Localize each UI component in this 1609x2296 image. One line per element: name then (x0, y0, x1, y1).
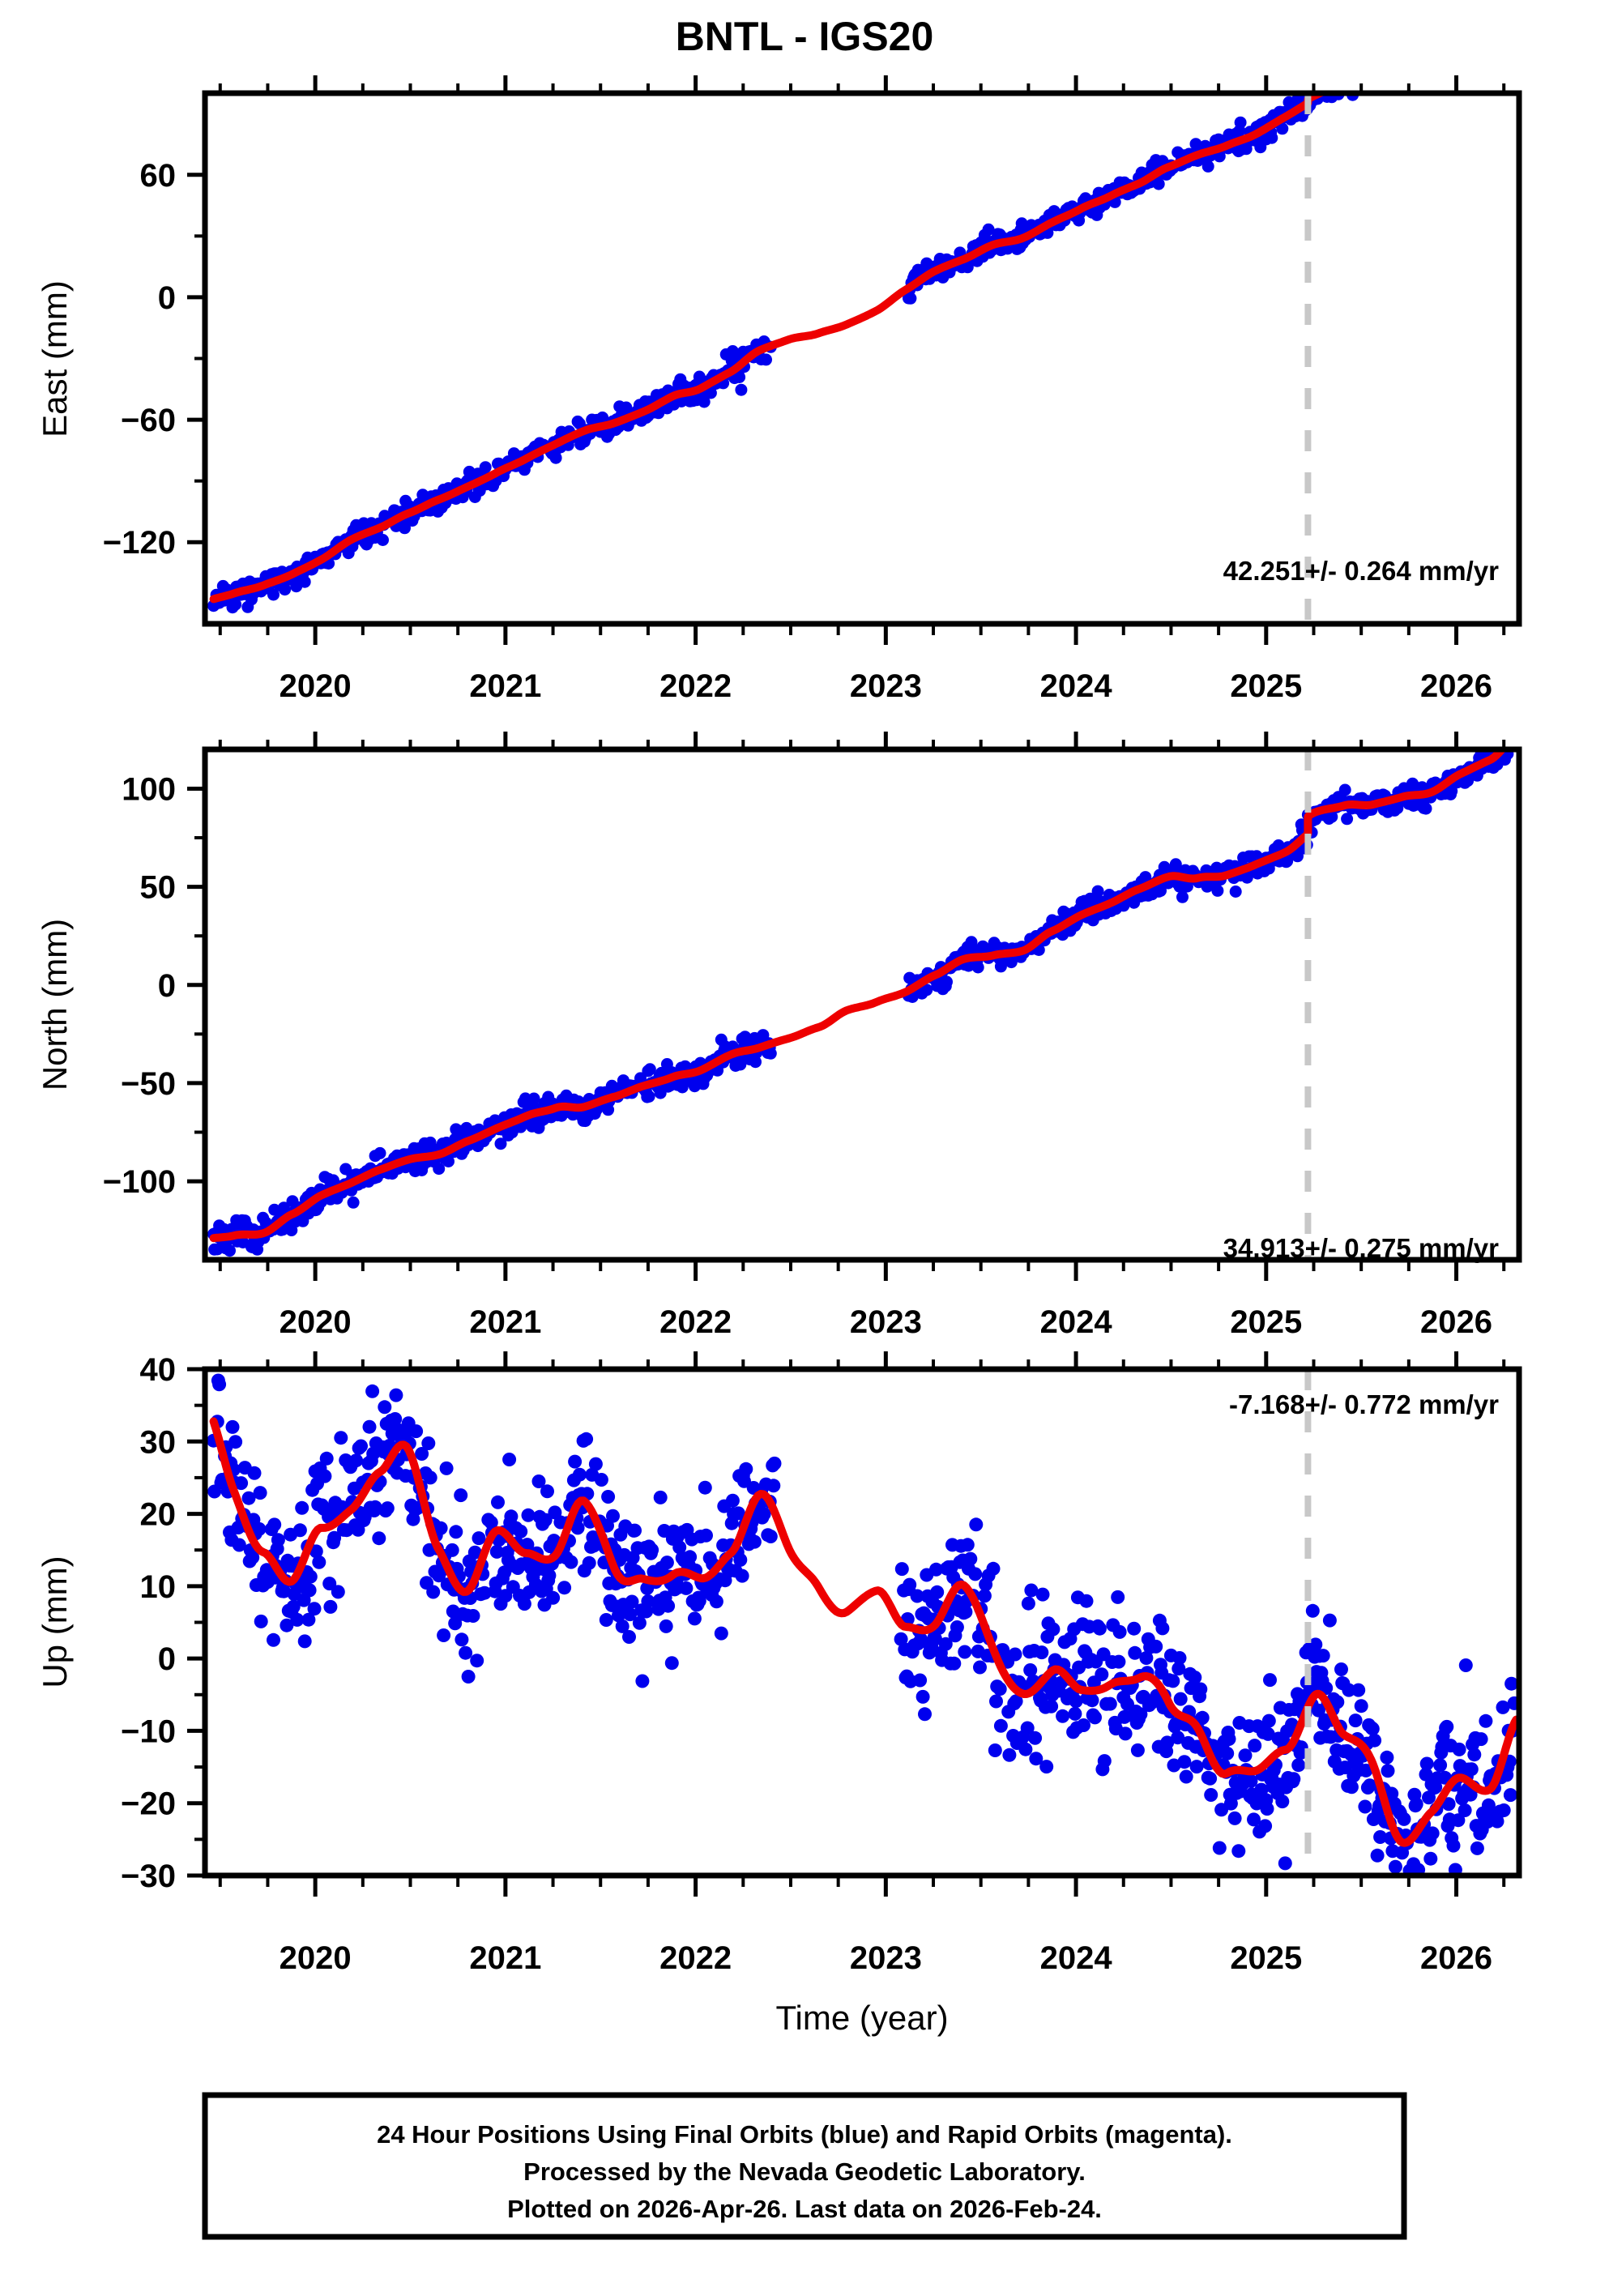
x-tick-label-up: 2020 (280, 1940, 352, 1976)
y-tick-label-up: 0 (158, 1641, 176, 1677)
x-axis-ticks-up: 2020 2021 2022 2023 2024 2025 2026 (218, 1351, 1506, 1976)
x-tick-label-up: 2026 (1420, 1940, 1492, 1976)
x-tick-label-east: 2023 (850, 668, 922, 704)
x-tick-label-up: 2024 (1040, 1940, 1113, 1976)
x-tick-label-east: 2025 (1230, 668, 1302, 704)
plot-area-north (207, 749, 1514, 1260)
x-tick-label-north: 2025 (1230, 1304, 1302, 1340)
y-tick-label-east: 60 (140, 158, 177, 194)
x-tick-label-north: 2026 (1420, 1304, 1492, 1340)
y-axis-title-north: North (mm) (36, 919, 74, 1090)
y-tick-label-up: −30 (121, 1859, 176, 1894)
x-tick-label-up: 2022 (659, 1940, 732, 1976)
axes-frame-north (202, 746, 1522, 1263)
y-axis-ticks-up: 40 30 20 10 0 −10 −20 −30 (121, 1352, 205, 1894)
caption-box: 24 Hour Positions Using Final Orbits (bl… (202, 2092, 1407, 2240)
model-line-north (209, 749, 1508, 1243)
y-tick-label-north: 100 (122, 771, 176, 807)
x-tick-label-up: 2021 (469, 1940, 541, 1976)
y-axis-ticks-east: 60 0 −60 −120 (103, 158, 205, 561)
rate-annotation-up: -7.168+/- 0.772 mm/yr (1229, 1389, 1499, 1419)
y-tick-label-up: 40 (140, 1352, 177, 1388)
x-tick-label-north: 2024 (1040, 1304, 1113, 1340)
plot-area-up (207, 1369, 1519, 1876)
x-tick-label-east: 2021 (469, 668, 541, 704)
y-axis-title-east: East (mm) (36, 280, 74, 437)
y-tick-label-east: −60 (121, 403, 176, 438)
y-tick-label-east: −120 (103, 525, 176, 561)
y-tick-label-north: 50 (140, 870, 177, 906)
x-tick-label-up: 2023 (850, 1940, 922, 1976)
panel-east: 60 0 −60 −120 2020 2021 2022 2023 2024 2025 2026 Ea… (36, 75, 1522, 704)
x-tick-label-east: 2022 (659, 668, 732, 704)
x-tick-label-north: 2023 (850, 1304, 922, 1340)
y-tick-label-north: −100 (103, 1164, 176, 1200)
caption-line-1: 24 Hour Positions Using Final Orbits (bl… (377, 2120, 1232, 2149)
x-tick-label-north: 2022 (659, 1304, 732, 1340)
x-tick-label-north: 2021 (469, 1304, 541, 1340)
x-tick-label-north: 2020 (280, 1304, 352, 1340)
rate-annotation-north: 34.913+/- 0.275 mm/yr (1223, 1233, 1499, 1263)
y-axis-ticks-north: 100 50 0 −50 −100 (103, 771, 205, 1200)
x-tick-label-east: 2024 (1040, 668, 1113, 704)
y-tick-label-up: 10 (140, 1569, 177, 1605)
y-tick-label-north: 0 (158, 968, 176, 1004)
y-tick-label-up: 30 (140, 1424, 177, 1460)
x-tick-label-east: 2026 (1420, 668, 1492, 704)
rate-annotation-east: 42.251+/- 0.264 mm/yr (1223, 556, 1499, 586)
y-tick-label-north: −50 (121, 1066, 176, 1102)
y-tick-label-up: 20 (140, 1497, 177, 1533)
x-tick-label-east: 2020 (280, 668, 352, 704)
y-tick-label-up: −20 (121, 1786, 176, 1822)
caption-line-3: Plotted on 2026-Apr-26. Last data on 202… (507, 2195, 1102, 2223)
data-points-up (207, 1373, 1519, 1876)
x-axis-ticks-north: 2020 2021 2022 2023 2024 2025 2026 (218, 732, 1506, 1340)
x-axis-ticks-east: 2020 2021 2022 2023 2024 2025 2026 (218, 75, 1506, 704)
y-tick-label-up: −10 (121, 1713, 176, 1749)
caption-border (202, 2092, 1407, 2240)
caption-line-2: Processed by the Nevada Geodetic Laborat… (523, 2157, 1086, 2186)
y-axis-title-up: Up (mm) (36, 1556, 74, 1688)
page-title: BNTL - IGS20 (676, 14, 934, 59)
x-axis-title: Time (year) (775, 1999, 948, 2037)
x-tick-label-up: 2025 (1230, 1940, 1302, 1976)
plot-area-east (207, 93, 1359, 624)
y-tick-label-east: 0 (158, 280, 176, 316)
